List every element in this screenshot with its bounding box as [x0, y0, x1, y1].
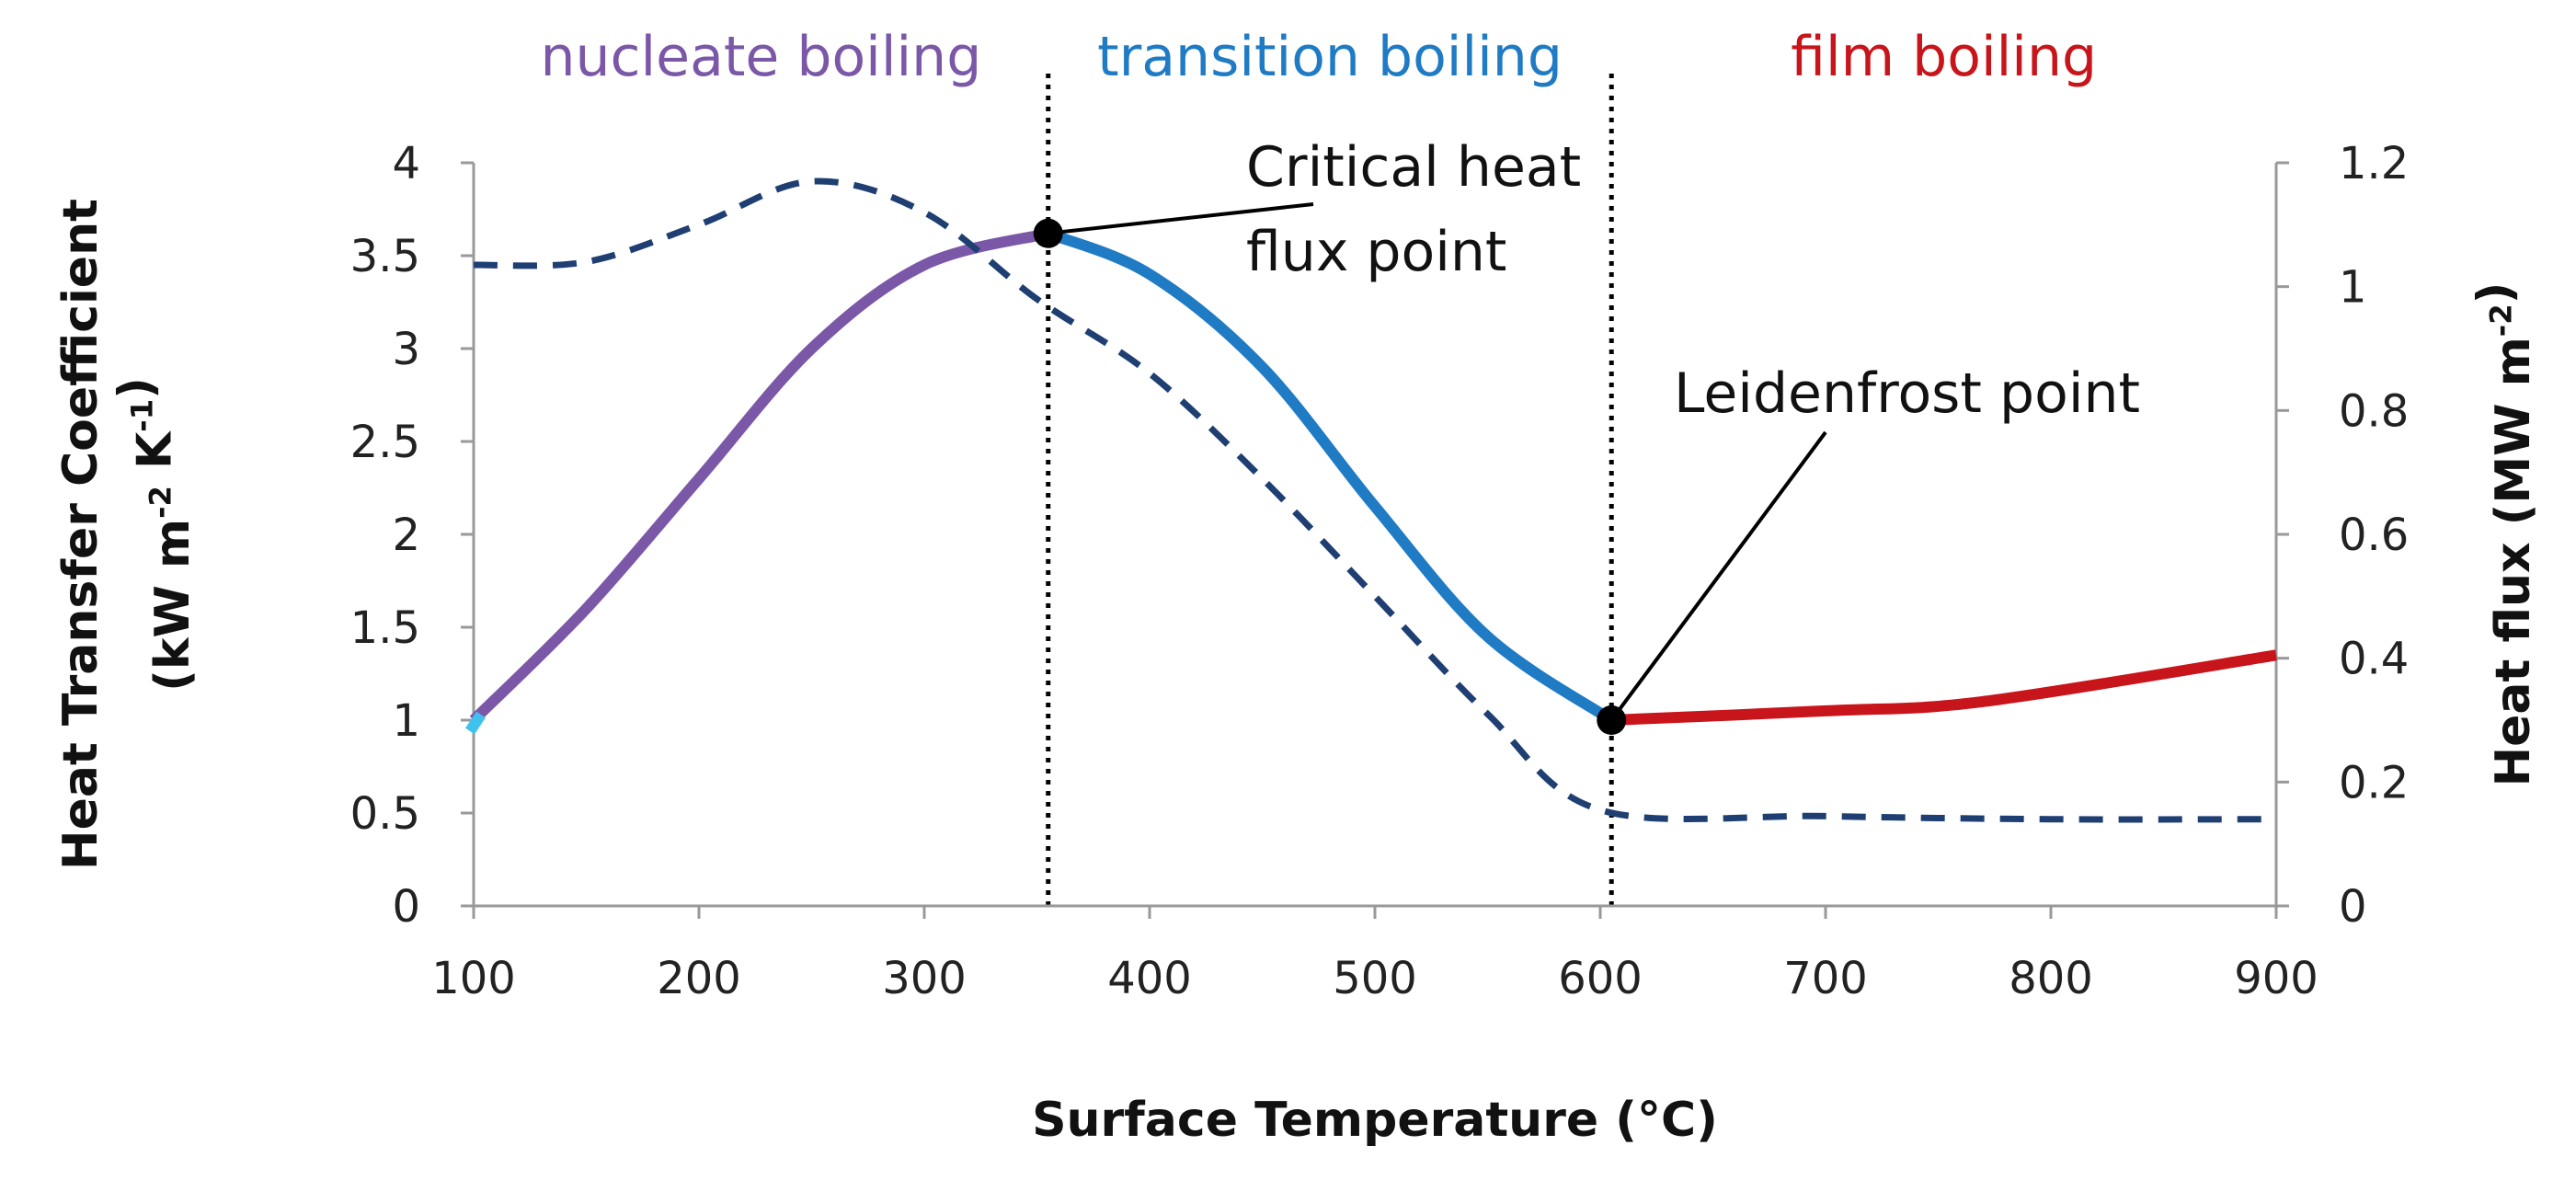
- htc-curve-segment-0: [469, 227, 1050, 725]
- x-tick-label: 600: [1558, 953, 1643, 1004]
- region-label-0: nucleate boiling: [540, 25, 981, 89]
- y-left-tick-label: 2: [392, 510, 420, 561]
- x-tick-label: 500: [1333, 953, 1417, 1004]
- y-right-tick-label: 0.4: [2339, 634, 2409, 685]
- y-left-tick-label: 4: [392, 138, 420, 189]
- x-tick-label: 300: [882, 953, 967, 1004]
- heat-flux-dashed-curve: [473, 178, 2277, 823]
- x-tick-label: 700: [1783, 953, 1868, 1004]
- point-marker-0: [1033, 218, 1063, 248]
- region-label-2: film boiling: [1791, 25, 2097, 89]
- annotation-leader-1: [1609, 430, 1827, 722]
- y-left-tick-label: 1: [392, 695, 420, 747]
- annotation-text-0: flux point: [1246, 220, 1506, 284]
- htc-curve-segment-1: [1046, 228, 1615, 725]
- x-tick-label: 400: [1107, 953, 1192, 1004]
- htc-curve-segment-2: [1611, 649, 2277, 726]
- y-right-axis-title: Heat flux (MW m-2): [2467, 282, 2541, 787]
- x-tick-label: 200: [657, 953, 741, 1004]
- curve-start-mark: [465, 711, 486, 735]
- y-left-axis-title-line1: Heat Transfer Coefficient: [53, 199, 109, 870]
- y-right-tick-label: 0: [2339, 881, 2367, 933]
- x-tick-label: 800: [2009, 953, 2093, 1004]
- y-right-tick-label: 0.2: [2339, 757, 2409, 808]
- y-right-tick-label: 1.2: [2339, 138, 2409, 189]
- y-right-tick-label: 0.8: [2339, 385, 2409, 437]
- x-axis-title: Surface Temperature (°C): [1032, 1093, 1718, 1148]
- region-label-1: transition boiling: [1097, 25, 1563, 89]
- annotation-leader-0: [1048, 202, 1314, 235]
- x-tick-label: 100: [431, 953, 516, 1004]
- x-tick-label: 900: [2234, 953, 2318, 1004]
- y-right-tick-label: 0.6: [2339, 510, 2409, 561]
- y-left-tick-label: 0.5: [350, 788, 420, 840]
- annotation-text-1: Leidenfrost point: [1674, 361, 2140, 426]
- annotation-text-0: Critical heat: [1246, 135, 1581, 200]
- y-left-tick-label: 0: [392, 881, 420, 933]
- y-left-tick-label: 2.5: [350, 417, 420, 468]
- y-left-tick-label: 1.5: [350, 602, 420, 654]
- y-left-axis-title-line2: (kW m-2 K-1): [109, 377, 200, 692]
- y-left-tick-label: 3: [392, 324, 420, 375]
- y-right-tick-label: 1: [2339, 262, 2367, 314]
- y-left-tick-label: 3.5: [350, 231, 420, 282]
